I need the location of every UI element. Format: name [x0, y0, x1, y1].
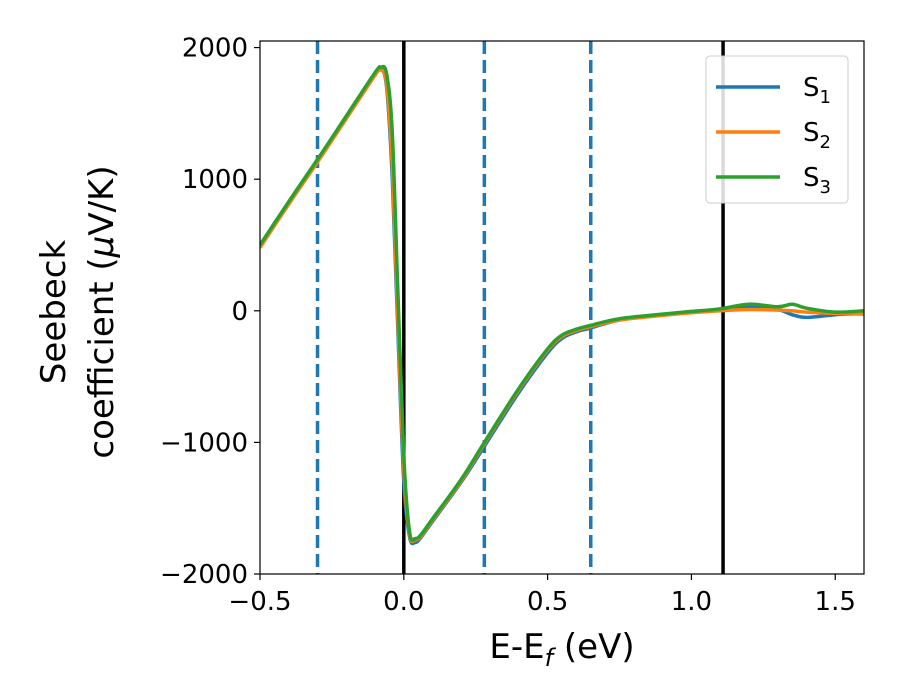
y-axis-label-unit: V/K) — [82, 165, 122, 235]
series-line-3 — [260, 64, 864, 542]
y-axis-ticks: −2000 −1000 0 1000 2000 — [160, 34, 260, 590]
legend-label-2: S2 — [803, 118, 831, 153]
y-tick-label: 2000 — [182, 34, 248, 64]
reference-lines — [315, 41, 725, 574]
legend-label-3: S3 — [803, 163, 831, 198]
y-axis-label-line1: Seebeck — [34, 240, 74, 385]
y-tick-label: −1000 — [160, 428, 248, 458]
x-tick-label: 1.5 — [815, 587, 856, 617]
x-tick-label: 0.0 — [383, 587, 424, 617]
y-axis-label-line2: coefficient (μV/K) — [82, 165, 122, 458]
x-axis-label: E-Ef (eV) — [489, 627, 634, 672]
x-tick-label: 0.5 — [527, 587, 568, 617]
legend: S1 S2 S3 — [705, 55, 849, 204]
y-tick-label: −2000 — [160, 560, 248, 590]
x-axis-label-unit: (eV) — [553, 627, 635, 667]
x-tick-label: 1.0 — [671, 587, 712, 617]
y-tick-label: 1000 — [182, 165, 248, 195]
y-tick-label: 0 — [231, 297, 248, 327]
legend-box — [705, 55, 849, 204]
x-tick-label: −0.5 — [228, 587, 291, 617]
y-axis-label-mu: μ — [82, 236, 122, 259]
x-axis-ticks: −0.5 0.0 0.5 1.0 1.5 — [228, 574, 856, 617]
x-axis-label-main: E-E — [489, 627, 544, 667]
legend-label-1: S1 — [803, 73, 831, 108]
plot-frame — [259, 40, 865, 575]
y-axis-label-text: coefficient ( — [82, 257, 122, 458]
series-lines — [260, 64, 864, 546]
